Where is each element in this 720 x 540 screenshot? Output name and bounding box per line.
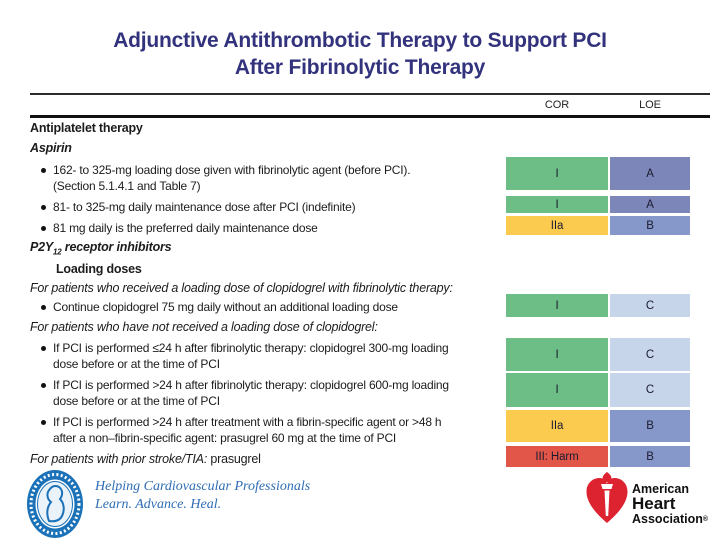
cor-cell: I (506, 196, 608, 213)
table-row: Continue clopidogrel 75 mg daily without… (41, 300, 398, 316)
loe-cell: C (610, 294, 690, 317)
row-text: For patients with prior stroke/TIA: (30, 452, 208, 466)
column-header-cor: COR (544, 99, 570, 111)
bullet-icon (41, 205, 46, 210)
row-text-subscript: 12 (53, 247, 62, 257)
loe-cell: C (610, 338, 690, 371)
american-heart-association-heart-torch-icon (586, 472, 628, 523)
header-rule-top (30, 93, 710, 95)
aha-line-3: Association® (632, 512, 708, 527)
column-header-loe: LOE (639, 99, 661, 111)
loe-cell: C (610, 373, 690, 407)
row-text: P2Y (30, 240, 54, 254)
table-row: 81 mg daily is the preferred daily maint… (41, 221, 318, 237)
subsection-aspirin: Aspirin (30, 141, 72, 155)
aha-wordmark: American Heart Association® (632, 483, 708, 527)
registered-mark: ® (702, 516, 709, 523)
section-antiplatelet-therapy: Antiplatelet therapy (30, 121, 143, 135)
row-text: (Section 5.1.4.1 and Table 7) (53, 178, 201, 193)
row-text: dose before or at the time of PCI (53, 393, 220, 408)
row-text: 81- to 325-mg daily maintenance dose aft… (53, 200, 356, 214)
subsection-loading-doses: Loading doses (56, 262, 142, 276)
row-text: If PCI is performed >24 h after treatmen… (53, 415, 442, 429)
table-row: If PCI is performed ≤24 h after fibrinol… (41, 341, 449, 372)
cor-cell: III: Harm (506, 446, 608, 467)
cor-cell: I (506, 294, 608, 317)
table-row: 162- to 325-mg loading dose given with f… (41, 163, 411, 194)
cor-cell: IIa (506, 410, 608, 442)
row-text: If PCI is performed ≤24 h after fibrinol… (53, 341, 449, 355)
loe-cell: A (610, 157, 690, 190)
cor-cell: IIa (506, 216, 608, 235)
aha-line-1: American (632, 482, 689, 496)
row-text: If PCI is performed >24 h after fibrinol… (53, 378, 449, 392)
cor-cell: I (506, 338, 608, 371)
aha-association-text: Association (632, 512, 703, 526)
row-text: Continue clopidogrel 75 mg daily without… (53, 300, 398, 314)
table-row: If PCI is performed >24 h after treatmen… (41, 415, 442, 446)
cor-cell: I (506, 157, 608, 190)
row-text: receptor inhibitors (61, 240, 172, 254)
bullet-icon (41, 383, 46, 388)
title-line-2: After Fibrinolytic Therapy (234, 56, 486, 79)
row-text: 81 mg daily is the preferred daily maint… (53, 221, 318, 235)
condition-row: For patients with prior stroke/TIA: pras… (30, 452, 261, 466)
condition-row: For patients who received a loading dose… (30, 281, 453, 295)
page-title: Adjunctive Antithrombotic Therapy to Sup… (0, 27, 720, 81)
condition-row: For patients who have not received a loa… (30, 320, 378, 334)
table-row: 81- to 325-mg daily maintenance dose aft… (41, 200, 356, 216)
bullet-icon (41, 346, 46, 351)
loe-cell: B (610, 446, 690, 467)
cor-cell: I (506, 373, 608, 407)
aha-line-2: Heart (632, 494, 676, 513)
header-rule-bottom (30, 115, 710, 118)
row-text: after a non–fibrin-specific agent: prasu… (53, 430, 397, 445)
title-line-1: Adjunctive Antithrombotic Therapy to Sup… (113, 29, 607, 52)
bullet-icon (41, 420, 46, 425)
loe-cell: A (610, 196, 690, 213)
bullet-icon (41, 226, 46, 231)
row-text: prasugrel (207, 452, 261, 466)
acc-tagline-line-2: Learn. Advance. Heal. (95, 496, 222, 512)
acc-tagline: Helping Cardiovascular Professionals Lea… (95, 478, 310, 513)
table-row: If PCI is performed >24 h after fibrinol… (41, 378, 449, 409)
bullet-icon (41, 305, 46, 310)
loe-cell: B (610, 216, 690, 235)
loe-cell: B (610, 410, 690, 442)
american-college-of-cardiology-seal-icon (27, 470, 83, 538)
row-text: dose before or at the time of PCI (53, 356, 220, 371)
bullet-icon (41, 168, 46, 173)
subsection-p2y12-inhibitors: P2Y12 receptor inhibitors (30, 240, 172, 257)
acc-tagline-line-1: Helping Cardiovascular Professionals (95, 479, 311, 494)
row-text: 162- to 325-mg loading dose given with f… (53, 163, 411, 177)
